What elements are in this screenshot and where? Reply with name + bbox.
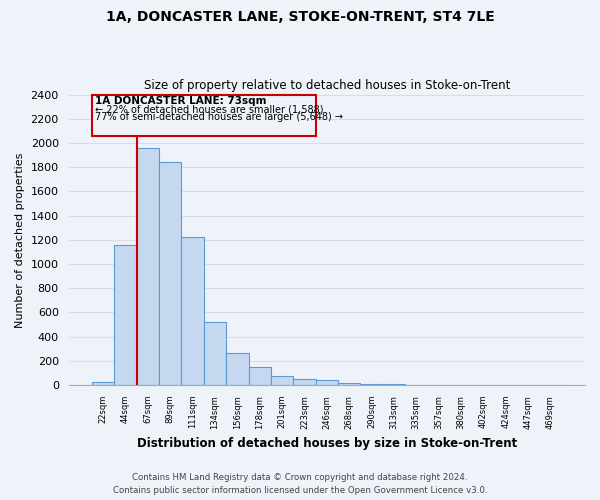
Bar (361, 384, 383, 385)
Text: 1A DONCASTER LANE: 73sqm: 1A DONCASTER LANE: 73sqm (95, 96, 267, 106)
Bar (204, 322, 226, 385)
Bar (92, 382, 115, 385)
Bar (293, 379, 316, 385)
Bar (338, 382, 361, 385)
Text: 77% of semi-detached houses are larger (5,648) →: 77% of semi-detached houses are larger (… (95, 112, 343, 122)
Bar (181, 238, 204, 385)
Text: ← 22% of detached houses are smaller (1,588): ← 22% of detached houses are smaller (1,… (95, 104, 324, 114)
Bar (159, 162, 181, 385)
Bar (248, 367, 271, 385)
X-axis label: Distribution of detached houses by size in Stoke-on-Trent: Distribution of detached houses by size … (137, 437, 517, 450)
Bar (383, 384, 405, 385)
Text: Contains HM Land Registry data © Crown copyright and database right 2024.
Contai: Contains HM Land Registry data © Crown c… (113, 474, 487, 495)
Bar (115, 246, 137, 385)
Title: Size of property relative to detached houses in Stoke-on-Trent: Size of property relative to detached ho… (143, 79, 510, 92)
Bar (316, 380, 338, 385)
Bar (271, 376, 293, 385)
Y-axis label: Number of detached properties: Number of detached properties (15, 152, 25, 328)
Bar (137, 148, 159, 385)
FancyBboxPatch shape (92, 94, 316, 136)
Bar (226, 353, 248, 385)
Text: 1A, DONCASTER LANE, STOKE-ON-TRENT, ST4 7LE: 1A, DONCASTER LANE, STOKE-ON-TRENT, ST4 … (106, 10, 494, 24)
